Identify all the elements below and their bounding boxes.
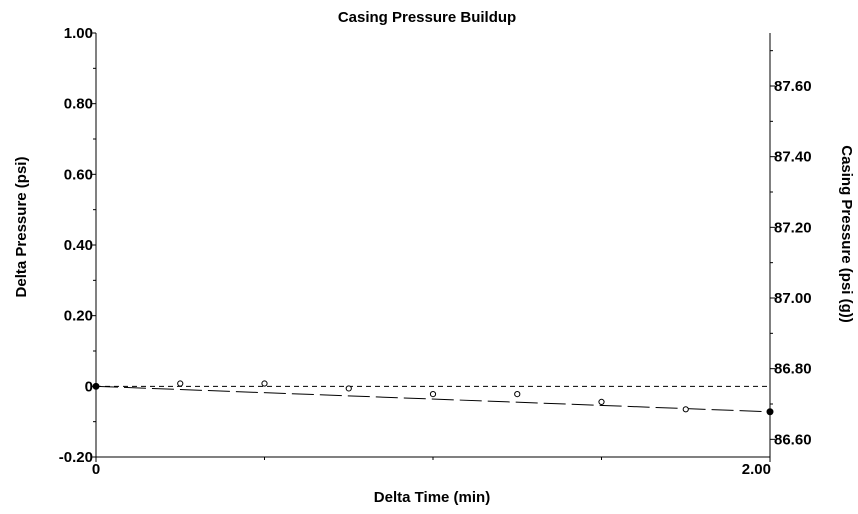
tick-labels: -0.2000.200.400.600.801.0086.6086.8087.0… — [59, 25, 812, 478]
y-axis-title: Delta Pressure (psi) — [13, 157, 30, 298]
reference-lines — [95, 385, 771, 413]
y-tick-label: 0.20 — [64, 308, 93, 325]
y2-tick-label: 87.20 — [774, 219, 812, 236]
y-tick-label: 1.00 — [64, 25, 93, 42]
y-tick-label: 0.60 — [64, 166, 93, 183]
data-points — [92, 380, 774, 416]
x-tick-label: 0 — [92, 461, 100, 478]
data-point — [261, 380, 268, 387]
x-axis-title: Delta Time (min) — [374, 489, 490, 506]
y-tick-label: 0.80 — [64, 96, 93, 113]
y2-tick-label: 87.40 — [774, 149, 812, 166]
y2-tick-label: 86.80 — [774, 361, 812, 378]
y2-tick-label: 87.00 — [774, 290, 812, 307]
x-tick-label: 2.00 — [742, 461, 771, 478]
data-point — [682, 406, 689, 413]
data-point — [177, 380, 184, 387]
data-point — [345, 385, 352, 392]
data-point — [766, 408, 774, 416]
y2-tick-label: 87.60 — [774, 78, 812, 95]
data-point — [429, 391, 437, 398]
axes — [91, 32, 775, 462]
y-tick-label: 0.40 — [64, 237, 93, 254]
y2-axis-title: Casing Pressure (psi (g)) — [838, 145, 855, 323]
data-point — [92, 382, 100, 390]
y2-tick-label: 86.60 — [774, 431, 812, 448]
reference-line — [95, 385, 771, 413]
y-tick-label: 0 — [85, 378, 93, 395]
y-tick-label: -0.20 — [59, 449, 93, 466]
chart-title: Casing Pressure Buildup — [338, 9, 516, 26]
data-point — [598, 398, 605, 405]
data-point — [514, 391, 521, 398]
